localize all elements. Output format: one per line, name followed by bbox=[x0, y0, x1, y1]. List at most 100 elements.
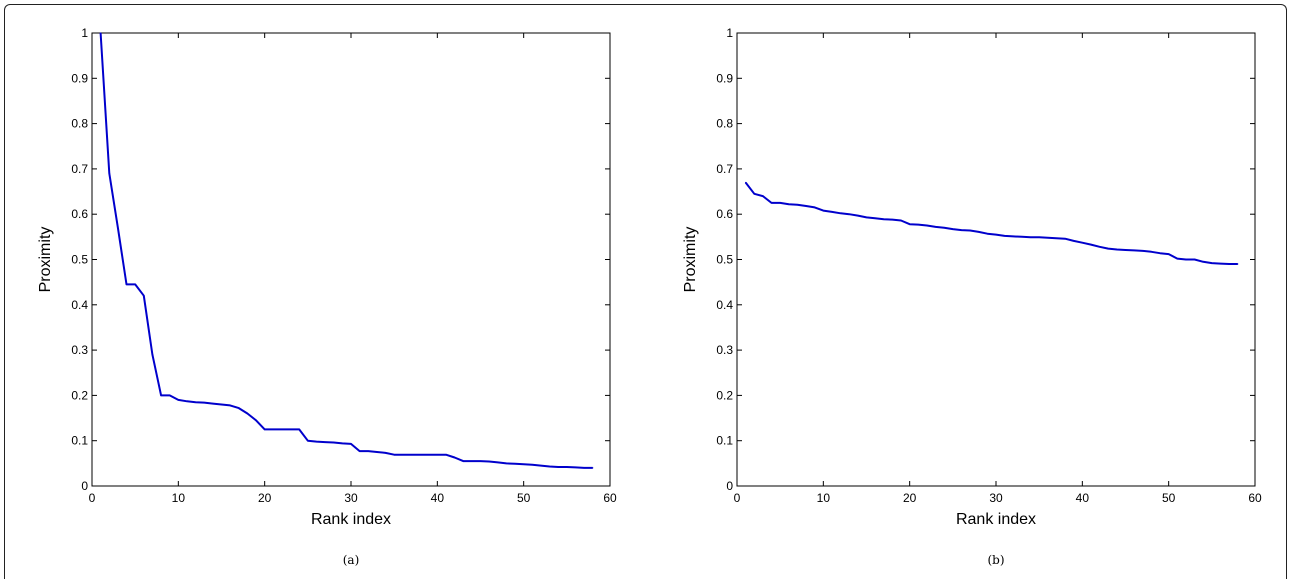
data-point bbox=[1047, 237, 1049, 239]
data-point bbox=[574, 466, 577, 469]
data-point bbox=[497, 461, 499, 464]
chart-panel-b: 0 10 20 30 40 50 60 0 0.1 0.2 0.3 0.4 0.5 0.6 0.7 0.8 0.… bbox=[682, 26, 1262, 567]
x-tick-label: 40 bbox=[431, 491, 445, 505]
data-point bbox=[978, 231, 980, 233]
data-point bbox=[960, 229, 963, 231]
x-axis-label: Rank index bbox=[311, 511, 391, 528]
y-tick-label: 0.2 bbox=[71, 388, 88, 402]
data-point bbox=[488, 460, 490, 463]
data-point bbox=[848, 213, 850, 215]
data-point bbox=[359, 450, 361, 452]
data-point bbox=[505, 462, 507, 464]
data-point bbox=[462, 460, 464, 462]
data-point bbox=[393, 454, 395, 456]
data-point bbox=[840, 212, 842, 214]
data-point bbox=[1150, 251, 1152, 253]
data-point bbox=[865, 216, 868, 218]
data-point bbox=[402, 454, 404, 456]
y-tick-label: 0.9 bbox=[716, 71, 733, 85]
data-point bbox=[212, 402, 214, 405]
data-point bbox=[1090, 243, 1092, 246]
data-point bbox=[969, 229, 971, 232]
data-point bbox=[540, 465, 542, 467]
data-point bbox=[350, 443, 352, 445]
y-axis-label: Proximity bbox=[37, 227, 54, 293]
data-point bbox=[1081, 242, 1083, 244]
x-tick-label: 60 bbox=[603, 491, 617, 505]
data-point bbox=[1185, 258, 1187, 261]
data-point bbox=[917, 224, 919, 226]
data-point bbox=[900, 219, 902, 222]
data-point bbox=[1237, 263, 1239, 265]
data-point bbox=[445, 454, 447, 456]
data-point bbox=[566, 466, 568, 468]
x-tick-label: 40 bbox=[1076, 491, 1090, 505]
data-point bbox=[160, 394, 162, 396]
data-point bbox=[805, 205, 807, 207]
data-point bbox=[1004, 235, 1006, 237]
data-point bbox=[1038, 236, 1040, 238]
data-point bbox=[419, 454, 421, 456]
data-point bbox=[1055, 237, 1058, 239]
y-tick-label: 0.8 bbox=[716, 117, 733, 131]
data-point bbox=[479, 460, 482, 462]
data-point bbox=[1159, 252, 1161, 254]
y-tick-label: 0.7 bbox=[716, 162, 733, 176]
data-point bbox=[874, 217, 876, 219]
x-axis-label: Rank index bbox=[956, 511, 1036, 528]
data-point bbox=[307, 440, 309, 442]
data-point bbox=[1124, 249, 1127, 251]
series-line bbox=[744, 181, 1238, 265]
data-point bbox=[203, 402, 205, 404]
x-tick-label: 20 bbox=[903, 491, 917, 505]
data-point bbox=[134, 283, 136, 286]
data-point bbox=[1168, 253, 1170, 255]
data-point bbox=[926, 224, 928, 227]
data-point bbox=[531, 464, 533, 466]
data-point bbox=[410, 454, 413, 456]
y-tick-label: 0.3 bbox=[716, 343, 733, 357]
data-point bbox=[1133, 249, 1135, 252]
data-point bbox=[264, 428, 266, 430]
y-tick-label: 0.6 bbox=[716, 207, 733, 221]
data-point bbox=[514, 463, 516, 465]
data-point bbox=[255, 419, 257, 421]
y-tick-label: 0.8 bbox=[71, 117, 88, 131]
data-point bbox=[883, 218, 885, 220]
data-point bbox=[557, 466, 559, 468]
data-point bbox=[186, 400, 188, 402]
data-point bbox=[995, 233, 997, 236]
y-tick-label: 0.6 bbox=[71, 207, 88, 221]
data-point bbox=[376, 451, 378, 453]
panel-caption: (a) bbox=[343, 553, 360, 567]
data-point bbox=[1021, 236, 1023, 238]
data-point bbox=[324, 441, 326, 443]
plot-area bbox=[91, 32, 611, 487]
data-point bbox=[523, 463, 525, 465]
x-tick-label: 20 bbox=[258, 491, 272, 505]
data-point bbox=[143, 295, 145, 297]
x-tick-label: 0 bbox=[89, 491, 96, 505]
data-point bbox=[1142, 250, 1144, 252]
data-point bbox=[814, 206, 816, 209]
data-point bbox=[151, 354, 154, 356]
data-point bbox=[1073, 240, 1075, 242]
data-point bbox=[779, 202, 781, 204]
data-point bbox=[583, 467, 585, 469]
data-point bbox=[1219, 262, 1222, 265]
data-point bbox=[436, 454, 438, 456]
data-point bbox=[367, 450, 369, 452]
data-point bbox=[548, 465, 551, 468]
x-tick-label: 30 bbox=[989, 491, 1003, 505]
y-tick-label: 0.4 bbox=[71, 298, 88, 312]
data-point bbox=[1012, 235, 1014, 237]
data-point bbox=[952, 228, 954, 230]
y-tick-label: 1 bbox=[81, 26, 88, 40]
data-point bbox=[1116, 248, 1118, 251]
data-point bbox=[298, 428, 300, 430]
data-point bbox=[762, 195, 764, 197]
data-point bbox=[169, 394, 171, 396]
data-point bbox=[471, 460, 473, 462]
data-point bbox=[108, 172, 110, 175]
y-tick-label: 0.1 bbox=[71, 434, 88, 448]
